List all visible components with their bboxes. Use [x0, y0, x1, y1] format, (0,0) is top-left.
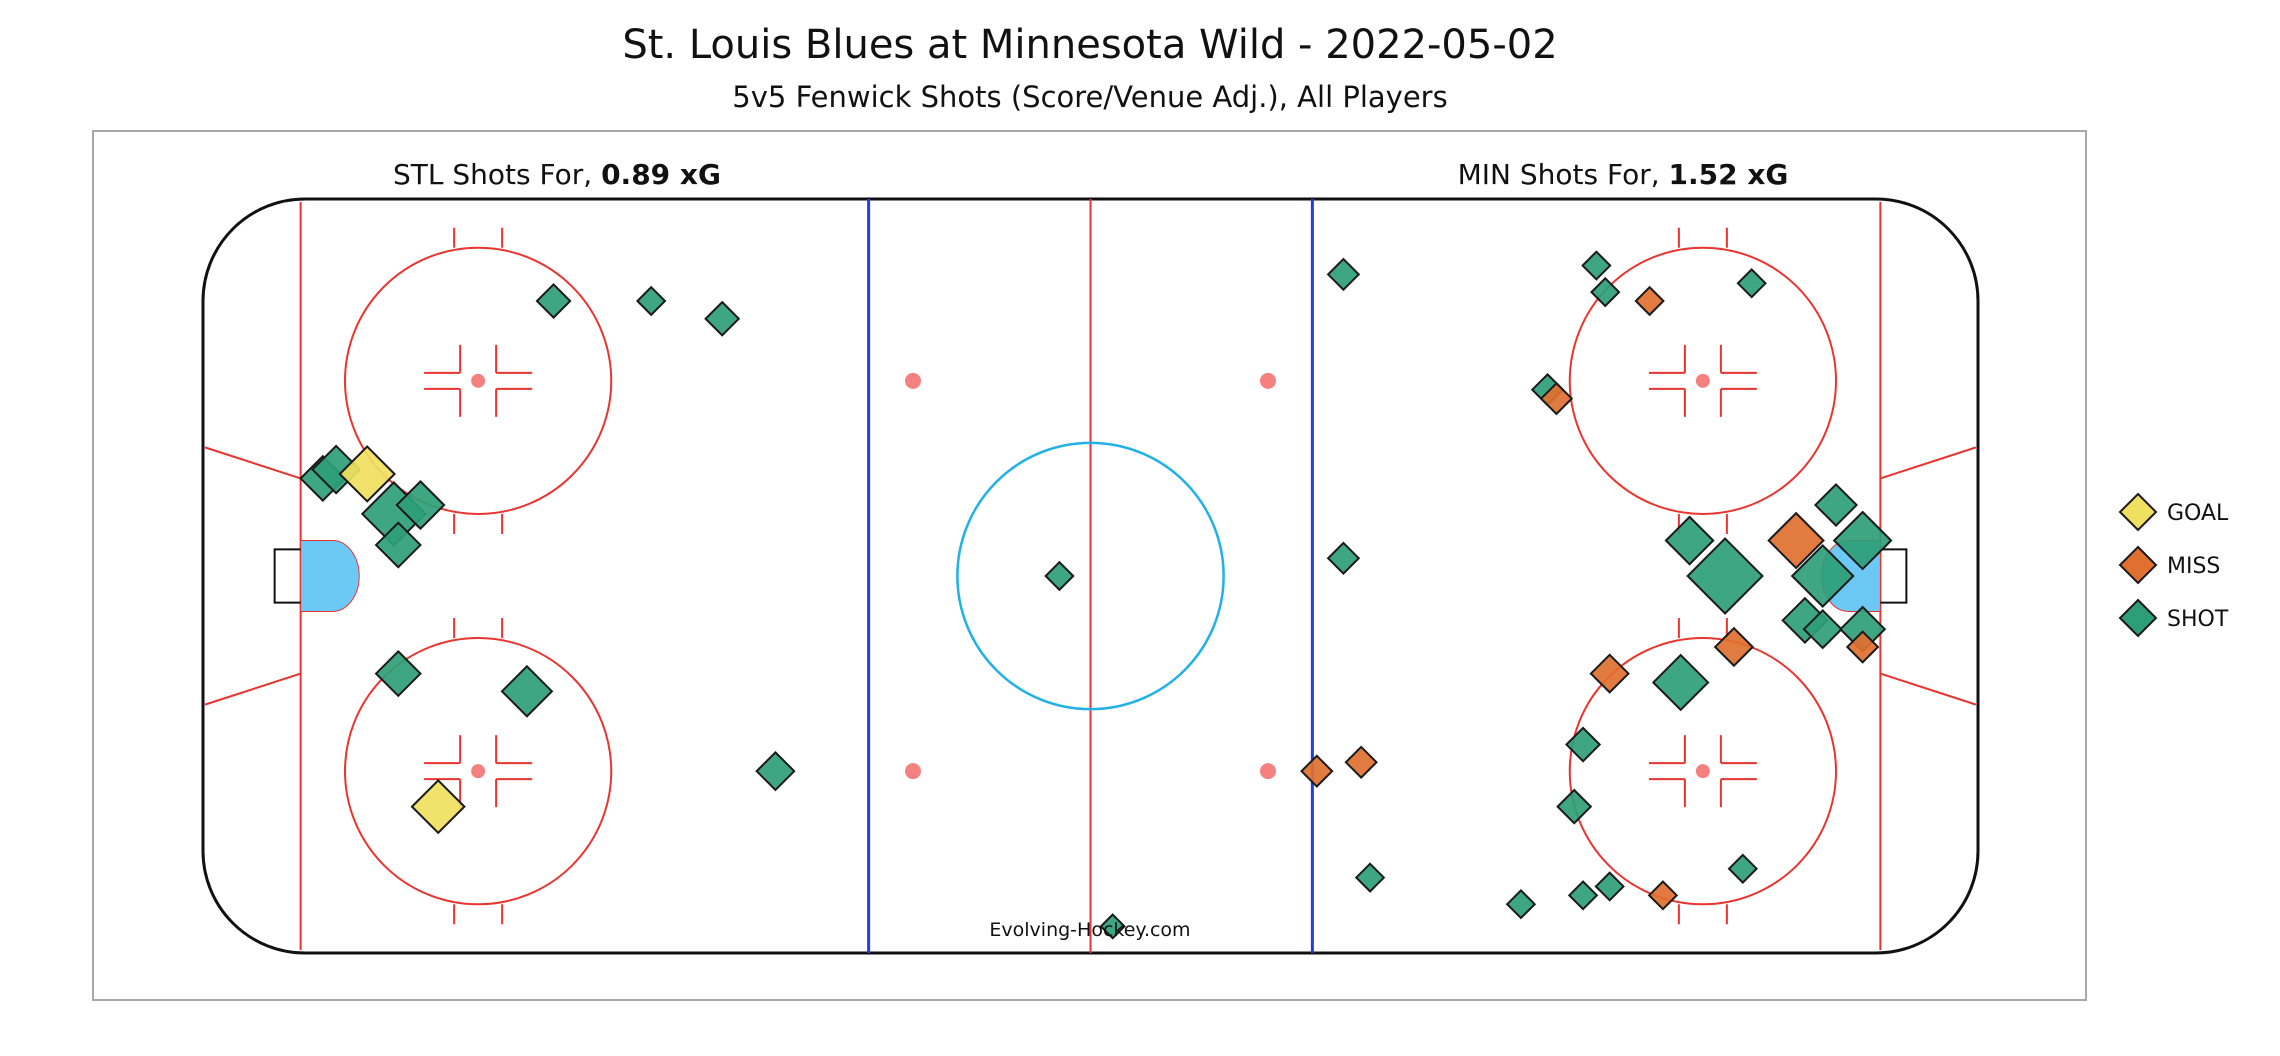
shot-marker-shot-13	[1044, 560, 1075, 592]
shot-marker-miss-33	[1713, 626, 1755, 668]
left-goal-net	[273, 548, 301, 604]
shot-marker-goal-12	[410, 778, 466, 835]
legend: GOAL MISS SHOT	[2118, 492, 2229, 638]
shot-marker-shot-43	[1594, 871, 1625, 902]
neutral-faceoff-dot	[1260, 372, 1276, 389]
legend-label-shot: SHOT	[2167, 607, 2229, 632]
shot-marker-shot-40	[1354, 862, 1386, 893]
shot-marker-shot-42	[1567, 880, 1599, 911]
shot-marker-shot-27	[1832, 510, 1893, 571]
trapezoid-line	[1880, 446, 1977, 480]
legend-label-goal: GOAL	[2167, 501, 2229, 526]
shot-marker-miss-37	[1344, 745, 1378, 780]
left-team-xg: 0.89 xG	[601, 158, 721, 191]
shot-marker-shot-15	[1326, 257, 1361, 292]
shot-marker-shot-22	[1326, 541, 1361, 576]
shot-marker-shot-8	[704, 300, 741, 337]
neutral-faceoff-dot	[1260, 763, 1276, 780]
trapezoid-line	[204, 672, 301, 706]
shot-marker-shot-14	[1099, 913, 1126, 940]
neutral-faceoff-dot	[905, 763, 921, 780]
legend-swatch-goal	[2118, 492, 2158, 532]
left-team-prefix: STL Shots For,	[393, 158, 601, 191]
left-goal-crease	[300, 540, 360, 612]
watermark: Evolving-Hockey.com	[989, 919, 1190, 941]
chart-subtitle: 5v5 Fenwick Shots (Score/Venue Adj.), Al…	[732, 80, 1447, 114]
legend-swatch-miss	[2118, 545, 2158, 585]
shot-marker-shot-24	[1686, 537, 1764, 615]
endzone-faceoff-circle	[344, 246, 613, 515]
trapezoid-line	[1880, 672, 1977, 706]
shot-marker-shot-41	[1505, 888, 1537, 920]
shot-marker-shot-11	[755, 750, 796, 792]
shot-marker-miss-21	[1539, 381, 1574, 416]
right-team-xg: 1.52 xG	[1669, 158, 1789, 191]
right-goal-net	[1880, 548, 1908, 604]
legend-swatch-shot	[2118, 598, 2158, 638]
shot-marker-goal-2	[338, 445, 397, 503]
shot-marker-shot-36	[1565, 726, 1602, 763]
shot-marker-miss-38	[1300, 754, 1334, 788]
shot-marker-miss-32	[1845, 630, 1880, 664]
shot-marker-shot-7	[635, 285, 667, 317]
endzone-faceoff-circle	[1568, 246, 1837, 515]
endzone-faceoff-circle	[1568, 637, 1837, 906]
shot-marker-shot-19	[1736, 268, 1767, 299]
endzone-faceoff-circle	[344, 637, 613, 906]
shot-marker-shot-10	[500, 664, 554, 718]
shot-marker-shot-9	[374, 649, 422, 698]
trapezoid-line	[204, 446, 301, 480]
legend-label-miss: MISS	[2167, 554, 2220, 579]
shot-marker-shot-35	[1651, 653, 1710, 712]
shot-marker-shot-30	[1802, 609, 1843, 650]
shot-marker-shot-4	[395, 479, 446, 531]
endzone-faceoff-dot	[471, 373, 486, 388]
neutral-faceoff-dot	[905, 372, 921, 389]
right-team-label: MIN Shots For, 1.52 xG	[1458, 158, 1789, 191]
left-team-label: STL Shots For, 0.89 xG	[393, 158, 721, 191]
shot-marker-shot-6	[535, 282, 572, 320]
shot-marker-shot-45	[1727, 853, 1759, 884]
endzone-faceoff-dot	[471, 764, 486, 779]
shot-marker-shot-17	[1590, 276, 1621, 308]
shot-marker-shot-23	[1664, 515, 1715, 566]
shot-marker-miss-18	[1634, 285, 1665, 317]
endzone-faceoff-dot	[1695, 764, 1710, 779]
shot-marker-miss-25	[1767, 511, 1825, 570]
chart-title: St. Louis Blues at Minnesota Wild - 2022…	[622, 22, 1557, 68]
shot-marker-shot-16	[1581, 250, 1612, 281]
shot-marker-miss-44	[1647, 880, 1679, 911]
shot-marker-shot-28	[1790, 544, 1855, 608]
right-team-prefix: MIN Shots For,	[1458, 158, 1669, 191]
shot-marker-shot-26	[1813, 483, 1859, 528]
shot-marker-shot-5	[374, 521, 422, 569]
shot-marker-shot-39	[1556, 788, 1593, 825]
shot-marker-miss-34	[1589, 653, 1630, 694]
shot-markers	[299, 250, 1893, 940]
plot-frame	[92, 130, 2087, 1001]
center-faceoff-circle	[956, 441, 1225, 711]
endzone-faceoff-dot	[1695, 373, 1710, 388]
